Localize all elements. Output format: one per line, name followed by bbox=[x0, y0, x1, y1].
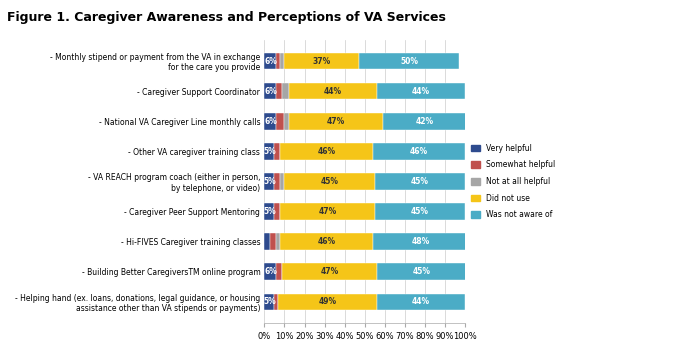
Bar bbox=[383, 113, 467, 130]
Bar bbox=[288, 113, 383, 130]
Bar bbox=[284, 173, 375, 190]
Text: 48%: 48% bbox=[412, 237, 430, 246]
Text: 45%: 45% bbox=[321, 177, 339, 186]
Bar bbox=[281, 53, 284, 69]
Bar bbox=[375, 173, 466, 190]
Bar bbox=[274, 143, 281, 159]
Bar bbox=[265, 53, 277, 69]
Text: 45%: 45% bbox=[413, 267, 431, 276]
Text: 5%: 5% bbox=[263, 207, 276, 216]
Bar bbox=[265, 234, 270, 250]
Bar bbox=[265, 203, 274, 220]
Bar bbox=[265, 113, 277, 130]
Bar bbox=[377, 83, 466, 99]
Text: Figure 1. Caregiver Awareness and Perceptions of VA Services: Figure 1. Caregiver Awareness and Percep… bbox=[7, 11, 446, 24]
Bar bbox=[377, 263, 467, 280]
Text: 6%: 6% bbox=[264, 87, 277, 96]
Bar bbox=[288, 83, 377, 99]
Bar bbox=[373, 143, 466, 159]
Bar bbox=[281, 173, 284, 190]
Bar bbox=[265, 173, 274, 190]
Text: 44%: 44% bbox=[412, 297, 430, 306]
Bar bbox=[265, 294, 274, 310]
Bar bbox=[276, 263, 283, 280]
Text: 44%: 44% bbox=[412, 87, 430, 96]
Bar bbox=[265, 263, 277, 280]
Text: 6%: 6% bbox=[264, 117, 277, 126]
Bar bbox=[276, 234, 281, 250]
Text: 42%: 42% bbox=[416, 117, 434, 126]
Legend: Very helpful, Somewhat helpful, Not at all helpful, Did not use, Was not aware o: Very helpful, Somewhat helpful, Not at a… bbox=[471, 144, 556, 219]
Bar bbox=[265, 143, 274, 159]
Bar bbox=[283, 263, 377, 280]
Text: 46%: 46% bbox=[410, 147, 428, 156]
Bar bbox=[283, 83, 288, 99]
Text: 49%: 49% bbox=[318, 297, 337, 306]
Bar bbox=[274, 173, 281, 190]
Bar bbox=[359, 53, 459, 69]
Bar bbox=[274, 294, 279, 310]
Text: 5%: 5% bbox=[263, 177, 276, 186]
Bar bbox=[284, 53, 359, 69]
Bar bbox=[276, 83, 283, 99]
Text: 50%: 50% bbox=[400, 57, 418, 66]
Bar bbox=[373, 234, 469, 250]
Text: 44%: 44% bbox=[323, 87, 342, 96]
Text: 45%: 45% bbox=[411, 207, 429, 216]
Bar bbox=[276, 113, 284, 130]
Text: 46%: 46% bbox=[318, 237, 336, 246]
Text: 37%: 37% bbox=[312, 57, 331, 66]
Text: 47%: 47% bbox=[321, 267, 339, 276]
Bar bbox=[281, 234, 373, 250]
Bar bbox=[284, 113, 288, 130]
Bar bbox=[281, 203, 375, 220]
Text: 46%: 46% bbox=[318, 147, 336, 156]
Text: 6%: 6% bbox=[264, 267, 277, 276]
Bar bbox=[377, 294, 466, 310]
Text: 6%: 6% bbox=[264, 57, 277, 66]
Text: 47%: 47% bbox=[327, 117, 345, 126]
Bar bbox=[270, 234, 276, 250]
Bar bbox=[279, 294, 377, 310]
Bar bbox=[274, 203, 281, 220]
Text: 45%: 45% bbox=[411, 177, 429, 186]
Bar bbox=[276, 53, 281, 69]
Text: 5%: 5% bbox=[263, 297, 276, 306]
Text: 47%: 47% bbox=[318, 207, 337, 216]
Text: 5%: 5% bbox=[263, 147, 276, 156]
Bar bbox=[265, 83, 277, 99]
Bar bbox=[281, 143, 373, 159]
Bar bbox=[375, 203, 466, 220]
